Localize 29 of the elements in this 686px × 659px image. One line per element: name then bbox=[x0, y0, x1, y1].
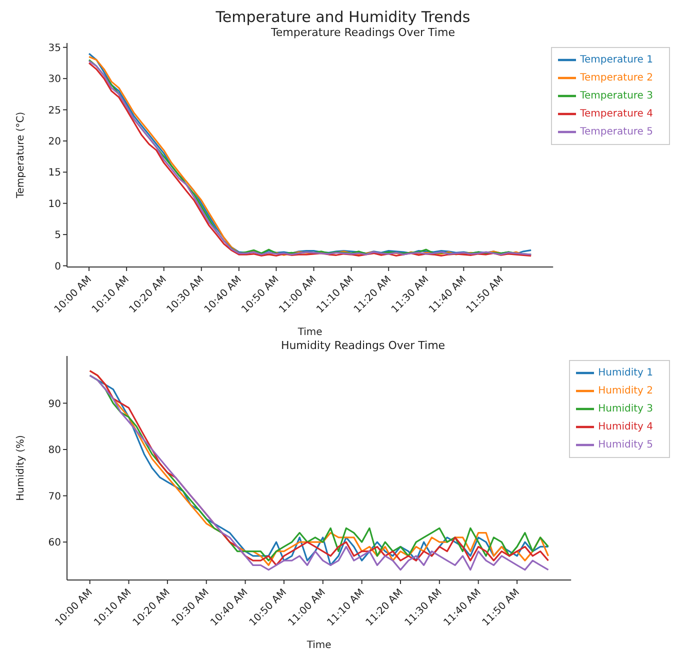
legend-label: Humidity 4 bbox=[598, 422, 653, 433]
chart-subtitle: Temperature Readings Over Time bbox=[270, 26, 456, 39]
y-axis-title: Humidity (%) bbox=[16, 434, 27, 501]
x-axis-title: Time bbox=[306, 640, 332, 651]
legend-label: Temperature 2 bbox=[580, 72, 653, 84]
y-tick-label: 25 bbox=[48, 105, 61, 116]
legend-label: Humidity 3 bbox=[598, 404, 653, 415]
y-tick-label: 60 bbox=[48, 538, 61, 549]
y-tick-label: 30 bbox=[48, 74, 61, 86]
legend-label: Temperature 4 bbox=[580, 108, 653, 120]
chart-title: Temperature and Humidity Trends bbox=[214, 8, 472, 26]
legend-label: Humidity 1 bbox=[598, 368, 653, 379]
y-tick-label: 0 bbox=[54, 261, 61, 272]
legend-label: Humidity 2 bbox=[598, 386, 653, 397]
y-tick-label: 20 bbox=[48, 136, 61, 148]
y-tick-label: 5 bbox=[54, 230, 61, 242]
y-tick-label: 10 bbox=[48, 198, 61, 210]
y-tick-label: 15 bbox=[48, 168, 61, 179]
legend-label: Temperature 3 bbox=[580, 90, 653, 102]
y-tick-label: 90 bbox=[48, 398, 61, 410]
legend-label: Humidity 5 bbox=[598, 440, 653, 451]
y-axis-title: Temperature (°C) bbox=[16, 112, 27, 200]
chart-title: Humidity Readings Over Time bbox=[280, 339, 446, 352]
legend-label: Temperature 5 bbox=[580, 126, 653, 138]
legend-label: Temperature 1 bbox=[580, 54, 653, 66]
y-tick-label: 70 bbox=[48, 491, 61, 502]
x-axis-title: Time bbox=[296, 327, 322, 338]
y-tick-label: 80 bbox=[48, 445, 61, 456]
y-tick-label: 35 bbox=[48, 42, 61, 54]
